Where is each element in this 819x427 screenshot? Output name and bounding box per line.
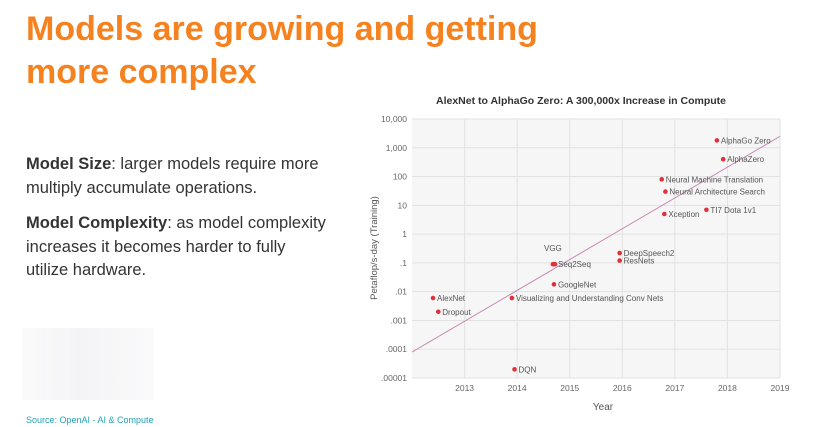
point-resnets bbox=[617, 258, 622, 263]
plot-area bbox=[412, 119, 780, 378]
y-tick-label: .00001 bbox=[381, 373, 407, 383]
point-alphago-zero bbox=[714, 138, 720, 143]
point-label: AlphaGo Zero bbox=[721, 136, 771, 145]
model-complexity-paragraph: Model Complexity: as model complexity in… bbox=[26, 212, 326, 283]
point-alphazero bbox=[720, 156, 726, 162]
point-label: Visualizing and Understanding Conv Nets bbox=[516, 294, 664, 303]
y-tick-label: .0001 bbox=[386, 344, 408, 354]
x-tick-label: 2018 bbox=[718, 383, 737, 393]
grid-lines bbox=[412, 118, 781, 379]
point-dqn bbox=[512, 367, 517, 372]
x-tick-label: 2014 bbox=[508, 383, 527, 393]
x-tick-label: 2013 bbox=[455, 383, 474, 393]
model-complexity-term: Model Complexity bbox=[26, 214, 168, 232]
y-tick-label: 1,000 bbox=[386, 143, 408, 153]
x-tick-label: 2015 bbox=[560, 383, 579, 393]
x-tick-label: 2016 bbox=[613, 383, 632, 393]
y-tick-label: 10 bbox=[398, 200, 408, 210]
y-tick-label: .1 bbox=[400, 258, 407, 268]
data-points: AlexNet Dropout DQN Visualizing and Underst… bbox=[430, 136, 771, 374]
y-tick-label: 10,000 bbox=[381, 114, 407, 124]
point-label: Neural Machine Translation bbox=[666, 175, 763, 184]
x-tick-label: 2019 bbox=[771, 383, 790, 393]
point-label: Neural Architecture Search bbox=[669, 188, 765, 197]
slide-title-line1: Models are growing and getting bbox=[26, 10, 538, 48]
x-tick-labels: 2013 2014 2015 2016 2017 2018 2019 bbox=[455, 383, 790, 393]
point-ti7-dota-1v1 bbox=[704, 207, 709, 213]
faded-placeholder-image bbox=[22, 328, 154, 400]
point-label: DQN bbox=[519, 365, 537, 374]
point-label: TI7 Dota 1v1 bbox=[710, 206, 756, 215]
point-neural-architecture-search bbox=[663, 189, 668, 194]
y-tick-labels: .00001 .0001 .001 .01 .1 1 10 100 1,000 10,000 bbox=[381, 114, 407, 383]
point-label: VGG bbox=[544, 244, 562, 253]
y-axis-label: Petaflop/s-day (Training) bbox=[369, 196, 380, 300]
point-label: ResNets bbox=[624, 257, 655, 266]
point-dropout bbox=[435, 309, 441, 315]
y-tick-label: 100 bbox=[393, 172, 407, 182]
point-label: GoogleNet bbox=[558, 280, 597, 289]
point-label: DeepSpeech2 bbox=[624, 249, 675, 258]
y-tick-label: .001 bbox=[390, 315, 407, 325]
x-axis-label: Year bbox=[593, 402, 614, 413]
point-xception bbox=[662, 211, 667, 217]
slide-title-line2: more complex bbox=[26, 53, 257, 91]
trend-line-group bbox=[411, 135, 781, 353]
point-label: Xception bbox=[668, 210, 699, 219]
chart-title: AlexNet to AlphaGo Zero: A 300,000x Incr… bbox=[436, 95, 726, 107]
point-seq2seq bbox=[552, 261, 558, 267]
point-label: AlphaZero bbox=[727, 155, 764, 164]
point-googlenet bbox=[551, 282, 557, 287]
point-alexnet bbox=[430, 295, 436, 301]
model-size-text: : larger models require more multiply ac… bbox=[26, 155, 319, 197]
point-label: Dropout bbox=[442, 308, 471, 317]
model-size-paragraph: Model Size: larger models require more m… bbox=[26, 153, 326, 200]
x-tick-label: 2017 bbox=[665, 383, 684, 393]
compute-chart: .00001 .0001 .001 .01 .1 1 10 100 1,000 10,000 20… bbox=[369, 114, 790, 413]
point-label: Seq2Seq bbox=[558, 260, 591, 269]
y-tick-label: 1 bbox=[402, 229, 407, 239]
y-tick-label: .01 bbox=[395, 287, 407, 297]
trend-line bbox=[411, 135, 781, 353]
point-visualizing-and-understanding-conv-nets bbox=[509, 295, 515, 301]
source-caption: Source: OpenAI - AI & Compute bbox=[26, 415, 154, 425]
point-label: AlexNet bbox=[437, 294, 466, 303]
point-neural-machine-translation bbox=[659, 177, 665, 182]
point-deepspeech2 bbox=[617, 250, 622, 256]
slide-body: Model Size: larger models require more m… bbox=[26, 153, 326, 295]
slide-title: Models are growing and getting more comp… bbox=[26, 8, 626, 94]
model-complexity-text: : as model complexity increases it becom… bbox=[26, 214, 326, 279]
model-size-term: Model Size bbox=[26, 155, 112, 173]
